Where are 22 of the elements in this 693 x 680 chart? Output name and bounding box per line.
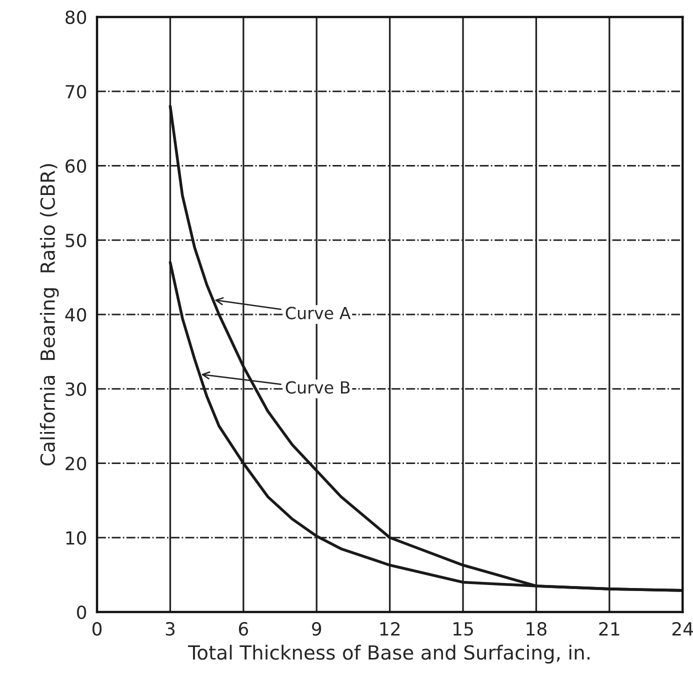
y-tick-label: 70 [66,84,86,98]
x-tick-label: 21 [599,622,620,636]
annotation: Curve A [286,306,351,320]
x-tick-label: 18 [526,622,546,636]
y-tick-label: 20 [66,456,86,470]
x-tick-label: 24 [672,622,693,636]
x-tick-label: 12 [380,622,400,636]
x-tick-label: 3 [166,622,175,636]
x-axis-title: Total Thickness of Base and Surfacing, in. [188,644,590,664]
x-tick-label: 9 [312,622,322,636]
y-tick-label: 80 [66,10,86,24]
y-tick-label: 40 [65,308,86,322]
x-tick-label: 0 [92,622,102,636]
y-tick-label: 30 [66,382,86,396]
y-tick-label: 10 [66,531,86,545]
x-tick-label: 6 [238,622,248,636]
annotation: Curve B [286,381,350,394]
x-tick-label: 15 [454,622,473,636]
y-tick-label: 50 [66,234,86,248]
y-axis-title: California Bearing Ratio (CBR) [40,164,59,466]
y-tick-label: 60 [66,159,86,173]
y-tick-label: 0 [77,605,86,620]
